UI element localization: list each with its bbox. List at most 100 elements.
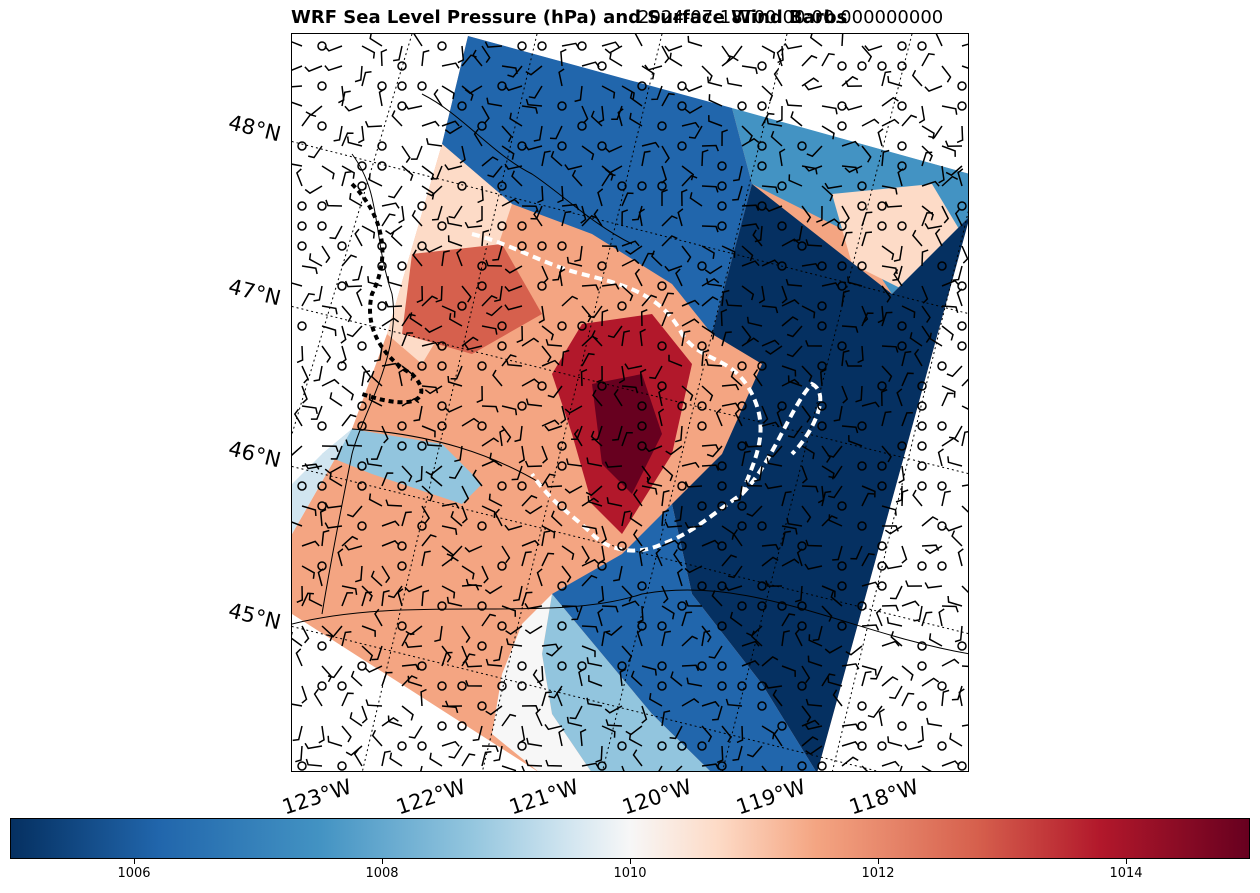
calm-wind-circle (697, 341, 707, 351)
calm-wind-circle (917, 441, 927, 451)
wind-barb (341, 385, 354, 401)
wind-barb (421, 534, 437, 547)
calm-wind-circle (537, 281, 547, 291)
wind-barb (901, 600, 920, 607)
wind-barb (924, 85, 943, 92)
wind-barb (881, 311, 893, 327)
wind-barb (361, 225, 376, 239)
wind-barb (504, 85, 523, 92)
wind-barb (514, 425, 523, 443)
wind-barb (609, 52, 623, 67)
wind-barb (889, 685, 903, 700)
wind-barb (904, 744, 923, 751)
calm-wind-circle (517, 681, 527, 691)
wind-barb (308, 145, 323, 159)
wind-barb (961, 665, 968, 668)
wind-barb (477, 185, 484, 204)
wind-barb (878, 708, 885, 727)
calm-wind-circle (817, 401, 827, 411)
wind-barb (901, 305, 916, 319)
wind-barb (601, 605, 619, 613)
wind-barb (571, 169, 583, 187)
wind-barb (632, 205, 643, 221)
calm-wind-circle (777, 601, 787, 611)
wind-barb (368, 173, 383, 187)
wind-barb (605, 719, 623, 727)
wind-barb (341, 535, 359, 547)
wind-barb (413, 405, 423, 422)
calm-wind-circle (397, 561, 407, 571)
calm-wind-circle (357, 181, 367, 191)
wind-barb (292, 631, 303, 647)
wind-barb (476, 385, 483, 403)
wind-barb (485, 305, 503, 317)
wind-barb (444, 164, 463, 171)
wind-barb (345, 745, 363, 757)
wind-barb (901, 489, 909, 507)
wind-barb (401, 165, 414, 182)
wind-barb (901, 665, 914, 681)
wind-barb (511, 170, 523, 187)
wind-barb (801, 205, 812, 223)
wind-barb (329, 472, 343, 487)
colorbar-label-1006: 1006 (117, 866, 151, 881)
wind-barb (301, 625, 310, 644)
calm-wind-circle (617, 301, 627, 311)
wind-barb (601, 85, 616, 99)
wind-barb (349, 712, 363, 727)
wind-barb (579, 728, 587, 747)
wind-barb (484, 585, 503, 595)
wind-barb (301, 592, 314, 607)
wind-barb (327, 625, 343, 638)
wind-barb (354, 65, 363, 83)
wind-barb (341, 165, 356, 179)
wind-barb (596, 365, 603, 383)
calm-wind-circle (477, 641, 487, 651)
wind-barb (441, 651, 453, 667)
wind-barb (721, 331, 732, 347)
wind-barb (371, 729, 383, 747)
calm-wind-circle (877, 381, 887, 391)
calm-wind-circle (297, 481, 307, 491)
wind-barb (361, 645, 374, 662)
wind-barb (369, 34, 383, 47)
wind-barb (365, 699, 383, 707)
wind-barb (521, 705, 539, 712)
wind-barb (581, 145, 595, 161)
calm-wind-circle (737, 681, 747, 691)
wind-barb (481, 45, 491, 64)
calm-wind-circle (657, 181, 667, 191)
wind-barb (341, 592, 354, 607)
wind-barb (726, 77, 743, 87)
calm-wind-circle (837, 221, 847, 231)
wind-barb (292, 521, 303, 527)
wind-barb (821, 185, 834, 202)
wind-barb (564, 405, 583, 414)
wind-barb (621, 85, 635, 100)
wind-barb (504, 285, 523, 292)
wind-barb (545, 759, 563, 767)
wind-barb (541, 150, 551, 167)
wind-barb (661, 489, 670, 507)
wind-barb (341, 692, 354, 707)
wind-barb (881, 640, 900, 647)
calm-wind-circle (357, 401, 367, 411)
lat-label-45: 45°N (226, 598, 284, 635)
wind-barb (450, 511, 463, 527)
wind-barb (801, 54, 818, 67)
wind-barb (308, 253, 323, 267)
calm-wind-circle (377, 141, 387, 151)
wind-barb (776, 105, 783, 123)
wind-barb (776, 48, 783, 67)
wind-barb (481, 613, 496, 627)
wind-barb (661, 509, 670, 527)
wind-barb (481, 565, 489, 584)
wind-barb (641, 294, 658, 307)
map-panel[interactable] (291, 33, 969, 772)
wind-barb (424, 325, 443, 334)
calm-wind-circle (617, 481, 627, 491)
wind-barb (591, 425, 603, 441)
wind-barb (449, 465, 463, 480)
wind-barb (472, 725, 483, 742)
wind-barb (664, 521, 683, 528)
